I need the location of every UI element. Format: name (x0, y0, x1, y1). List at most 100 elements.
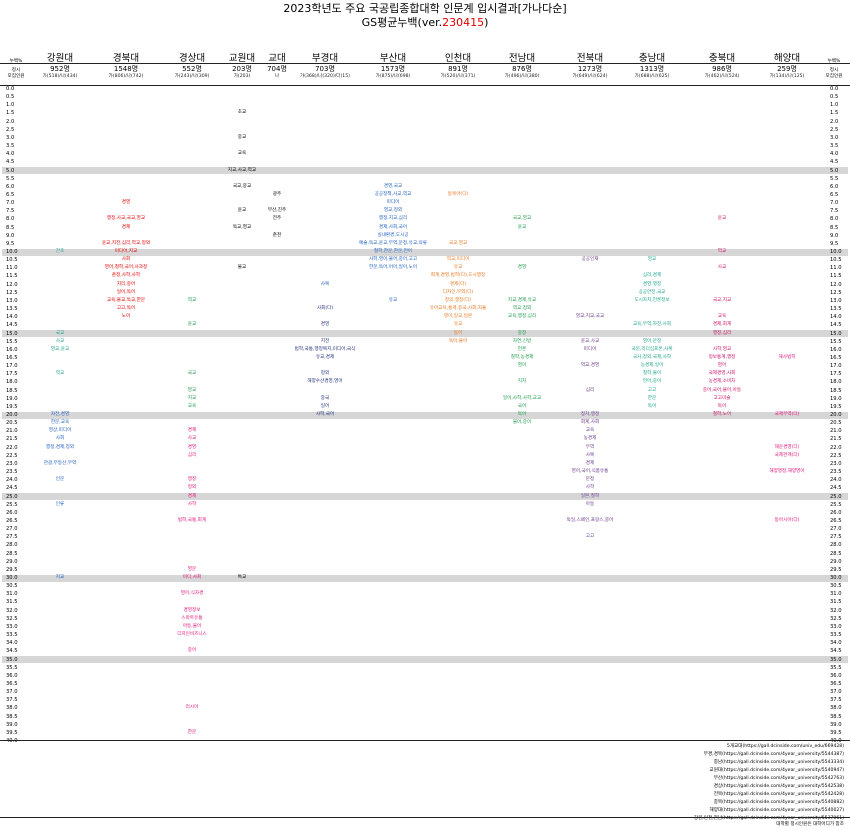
y-label-right: 26.5 (830, 517, 842, 524)
major-entry: 지교,경제,유교 (507, 297, 537, 303)
university-name: 경북대 (112, 53, 140, 64)
major-entry: 한문 (647, 395, 657, 401)
major-entry: 영어,문정 (642, 338, 662, 344)
university-name: 충남대 (638, 53, 666, 64)
major-entry: 독어 (717, 403, 727, 409)
major-entry: 영교 (187, 387, 197, 393)
major-entry: 역교,미디어 (446, 257, 470, 263)
y-label-right: 38.0 (830, 705, 842, 712)
y-label-right: 4.0 (830, 151, 839, 158)
major-entry: 국교 (55, 330, 65, 336)
y-label-right: 35.0 (830, 656, 842, 663)
y-label-left: 20.0 (6, 412, 18, 418)
y-label-left: 26.0 (6, 509, 18, 516)
y-label-left: 30.5 (6, 583, 18, 590)
university-count: 203명 (232, 65, 252, 73)
major-entry: 실내환경,도시공 (377, 232, 409, 238)
major-entry: 미디,사회 (182, 575, 202, 580)
y-label-left: 17.5 (6, 371, 18, 378)
y-label-right: 13.0 (830, 297, 842, 304)
source-link[interactable]: 강원,인천,전남(https://gall.dcinside.com/4year… (693, 816, 844, 822)
major-entry: 회계,경영,법학(다),도시행정 (430, 273, 486, 279)
y-label-right: 17.0 (830, 363, 842, 370)
y-label-right: 39.0 (830, 721, 842, 728)
y-label-right: 23.5 (830, 469, 842, 476)
source-link[interactable]: 충북(https://gall.dcinside.com/4year_unive… (713, 800, 844, 806)
major-entry: 경제,회계 (712, 322, 732, 328)
university-name: 교대 (268, 53, 286, 64)
university-count: 876명 (512, 65, 532, 73)
major-entry: 동북아(다) (447, 191, 469, 197)
major-entry: 일본,철학 (580, 493, 600, 499)
major-entry: 경제,사회,국어 (378, 224, 408, 230)
major-entry: 영문 (187, 566, 197, 572)
y-label-right: 6.5 (830, 191, 839, 198)
major-entry: 정외 (320, 371, 330, 377)
major-entry: 스마트유통 (181, 615, 203, 621)
major-entry: 지전 (320, 338, 330, 344)
university-count: 1273명 (577, 65, 603, 73)
major-entry: 유교,경제 (315, 354, 335, 360)
y-label-right: 27.5 (830, 534, 842, 541)
y-label-left: 27.5 (6, 534, 18, 541)
major-entry: 국사,정외,국제,사학 (632, 354, 672, 360)
y-label-left: 29.5 (6, 566, 18, 573)
major-entry: 심리 (187, 452, 197, 458)
university-count: 1548명 (113, 65, 139, 73)
major-entry: 영상,미디어 (48, 428, 72, 434)
major-entry: 영어,일교,일본 (443, 314, 473, 320)
y-label-left: 32.0 (6, 607, 18, 614)
source-link[interactable]: 5개교대(https://gall.dcinside.com/univ_edu/… (726, 744, 844, 749)
y-label-right: 29.0 (830, 558, 842, 565)
university-count: 1573명 (380, 65, 406, 73)
page-title: 2023학년도 주요 국공립종합대학 인문계 입시결과[가나다순] (283, 2, 567, 15)
major-entry: 중교 (237, 134, 247, 140)
major-entry: 윤교 (187, 322, 197, 328)
y-label-right: 18.0 (830, 379, 842, 386)
university-sub: 가(520)/나(371) (440, 74, 476, 79)
university-count: 1313명 (639, 65, 665, 73)
y-label-right: 20.5 (830, 420, 842, 427)
y-label-left: 28.5 (6, 550, 18, 557)
y-label-left: 23.0 (6, 460, 18, 467)
major-entry: 경영정보 (183, 607, 201, 613)
major-entry: 미디어 (583, 346, 597, 352)
major-entry: 지지 (517, 379, 527, 385)
major-entry: 철학,노어 (712, 412, 732, 417)
major-entry: 문정 (585, 477, 595, 483)
y-label-left: 17.0 (6, 363, 18, 370)
major-entry: 공공정책,사교,역교 (374, 191, 412, 197)
source-footer: 5개교대(https://gall.dcinside.com/univ_edu/… (694, 743, 844, 823)
y-label-left: 8.5 (6, 224, 15, 231)
y-label-right: 12.5 (830, 289, 842, 296)
university-name: 충북대 (708, 53, 736, 64)
source-link[interactable]: 교원대(https://gall.dcinside.com/4year_univ… (709, 768, 844, 774)
major-entry: 독어 (647, 403, 657, 409)
header-bottom-divider (0, 85, 850, 86)
major-entry: 전주 (272, 216, 282, 222)
source-link[interactable]: 해양대(https://gall.dcinside.com/4year_univ… (709, 808, 844, 814)
band-10.0 (2, 248, 848, 256)
source-link[interactable]: 경상(https://gall.dcinside.com/4year_unive… (713, 784, 844, 790)
university-sub: 가(203) (233, 74, 251, 79)
major-entry: 교육,무역,자전,사회 (632, 322, 672, 328)
university-name: 전북대 (576, 53, 604, 64)
y-label-left: 24.0 (6, 477, 18, 484)
major-entry: 일어,사학,사학,교교 (502, 395, 542, 401)
y-label-right: 31.0 (830, 591, 842, 598)
y-label-right: 4.5 (830, 159, 839, 166)
y-label-right: 30.5 (830, 583, 842, 590)
university-count: 704명 (267, 65, 287, 73)
major-entry: 언론 (517, 346, 527, 352)
major-entry: 행정 (187, 477, 197, 483)
source-link[interactable]: 전북(https://gall.dcinside.com/4year_unive… (713, 792, 844, 798)
university-name: 부경대 (311, 53, 339, 64)
major-entry: 사학,영어,불어,중어,고고 (368, 257, 418, 263)
y-label-left: 39.0 (6, 721, 18, 728)
y-label-left: 6.5 (6, 191, 15, 198)
source-link[interactable]: 부산(https://gall.dcinside.com/4year_unive… (713, 776, 844, 782)
major-entry: 역교,정외 (512, 306, 532, 312)
university-sub: 가(875)/나(698) (375, 74, 411, 79)
source-link[interactable]: 충남(https://gall.dcinside.com/4year_unive… (713, 760, 844, 766)
source-link[interactable]: 부경,경북(https://gall.dcinside.com/4year_un… (703, 752, 844, 758)
